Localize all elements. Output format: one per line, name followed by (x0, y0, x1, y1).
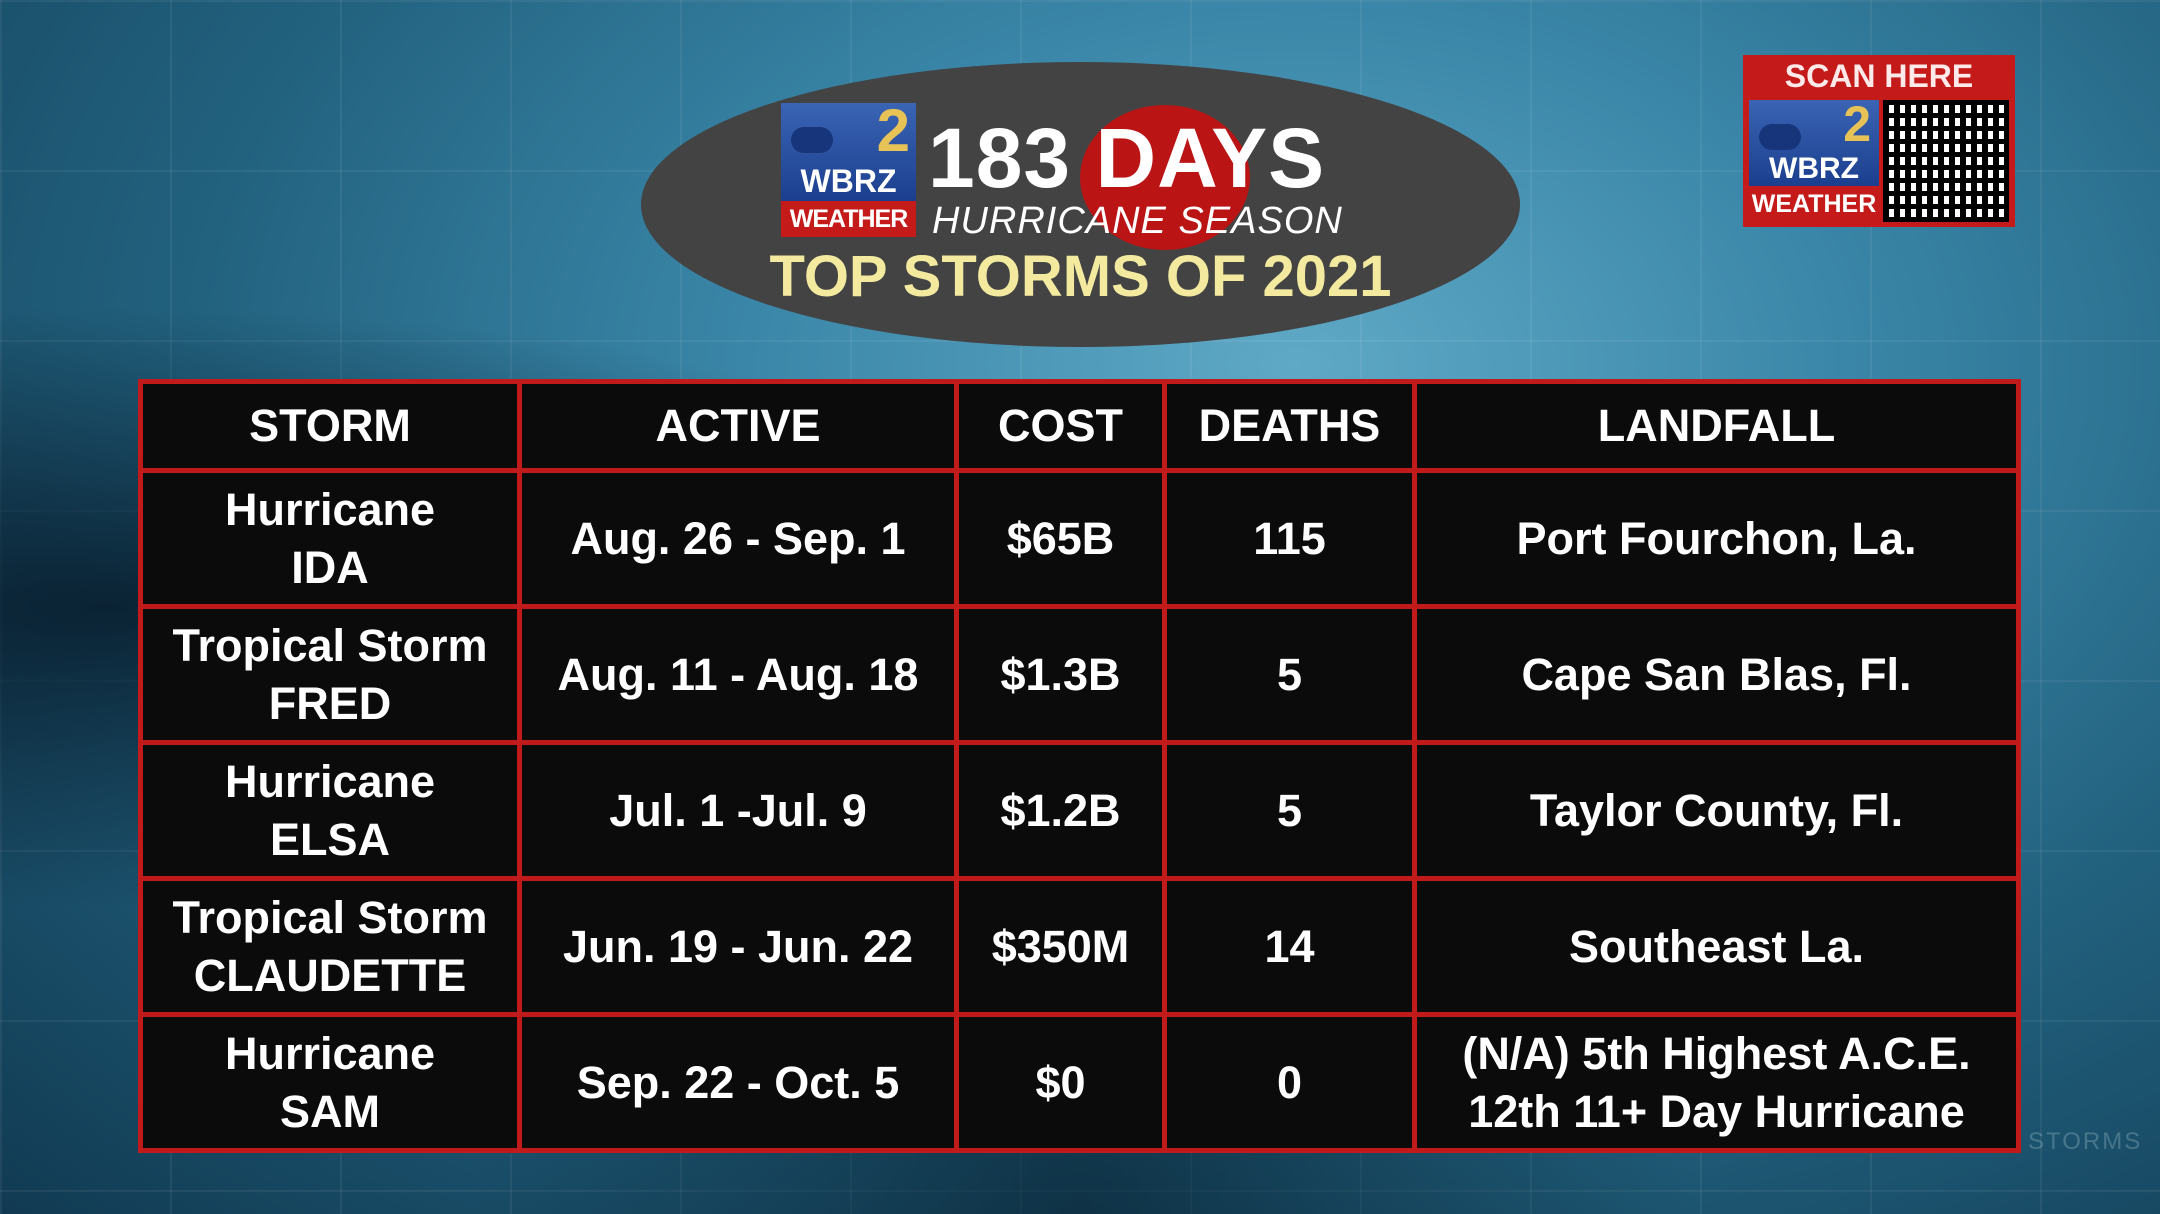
cell-cost: $1.2B (954, 740, 1167, 881)
days-count: 183 DAYS (928, 111, 1326, 205)
wbrz-logo-small: 2 WBRZ WEATHER (1749, 99, 1879, 222)
qr-code-icon[interactable] (1883, 100, 2009, 222)
cell-deaths: 115 (1162, 468, 1417, 609)
cell-landfall: Taylor County, Fl. (1412, 740, 2021, 881)
scan-label: SCAN HERE (1784, 58, 1974, 94)
cloud-icon (1759, 124, 1801, 150)
table-row: Hurricane ELSA Jul. 1 -Jul. 9 $1.2B 5 Tay… (138, 740, 2021, 881)
cell-cost: $350M (954, 876, 1167, 1017)
hurricane-symbol-icon (1080, 105, 1250, 250)
cell-storm: Hurricane SAM (138, 1012, 522, 1153)
cell-deaths: 5 (1162, 740, 1417, 881)
column-header-active: ACTIVE (517, 379, 959, 473)
watermark: STORMS (2028, 1128, 2143, 1155)
column-header-deaths: DEATHS (1162, 379, 1417, 473)
cell-active: Aug. 11 - Aug. 18 (517, 604, 959, 745)
cell-active: Jul. 1 -Jul. 9 (517, 740, 959, 881)
cell-landfall: Cape San Blas, Fl. (1412, 604, 2021, 745)
cell-cost: $65B (954, 468, 1167, 609)
table-row: Hurricane SAM Sep. 22 - Oct. 5 $0 0 (N/A)… (138, 1012, 2021, 1153)
cell-active: Aug. 26 - Sep. 1 (517, 468, 959, 609)
cell-cost: $0 (954, 1012, 1167, 1153)
storms-table: STORM ACTIVE COST DEATHS LANDFALL Hurric… (138, 379, 2021, 1153)
column-header-landfall: LANDFALL (1412, 379, 2021, 473)
cell-storm: Tropical Storm CLAUDETTE (138, 876, 522, 1017)
cell-active: Sep. 22 - Oct. 5 (517, 1012, 959, 1153)
cell-storm: Tropical Storm FRED (138, 604, 522, 745)
cell-storm: Hurricane IDA (138, 468, 522, 609)
cell-landfall: Port Fourchon, La. (1412, 468, 2021, 609)
cell-landfall: (N/A) 5th Highest A.C.E. 12th 11+ Day Hur… (1412, 1012, 2021, 1153)
cell-active: Jun. 19 - Jun. 22 (517, 876, 959, 1017)
cell-deaths: 0 (1162, 1012, 1417, 1153)
page-title: TOP STORMS OF 2021 (769, 244, 1392, 309)
table-row: Tropical Storm FRED Aug. 11 - Aug. 18 $1.… (138, 604, 2021, 745)
column-header-cost: COST (954, 379, 1167, 473)
season-label: HURRICANE SEASON (932, 200, 1343, 242)
table-row: Hurricane IDA Aug. 26 - Sep. 1 $65B 115 P… (138, 468, 2021, 609)
cell-landfall: Southeast La. (1412, 876, 2021, 1017)
column-header-storm: STORM (138, 379, 522, 473)
table-header-row: STORM ACTIVE COST DEATHS LANDFALL (138, 379, 2021, 473)
cloud-icon (791, 127, 833, 153)
cell-deaths: 14 (1162, 876, 1417, 1017)
cell-cost: $1.3B (954, 604, 1167, 745)
qr-panel[interactable]: SCAN HERE 2 WBRZ WEATHER (1743, 55, 2015, 227)
wbrz-logo: 2 WBRZ WEATHER (781, 101, 916, 237)
table-row: Tropical Storm CLAUDETTE Jun. 19 - Jun. 2… (138, 876, 2021, 1017)
cell-deaths: 5 (1162, 604, 1417, 745)
cell-storm: Hurricane ELSA (138, 740, 522, 881)
